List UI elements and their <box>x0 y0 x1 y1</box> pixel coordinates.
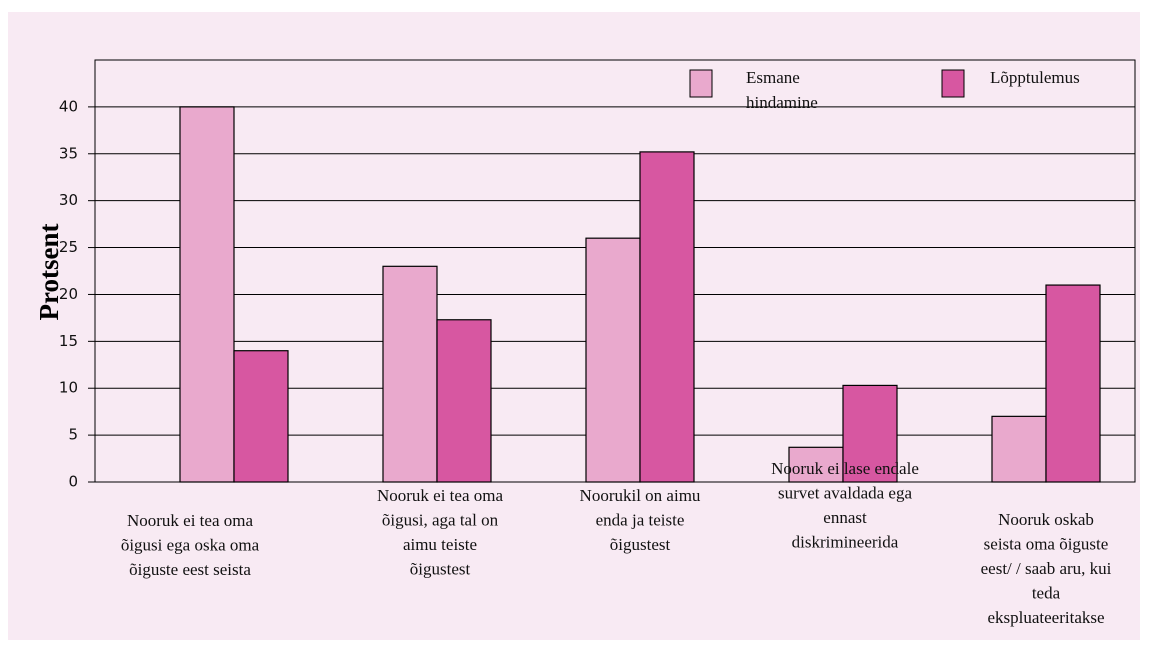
bar <box>179 106 235 483</box>
bar <box>233 350 289 483</box>
y-axis-label: Protsent <box>34 224 64 321</box>
x-tick-label: Noorukil on aimu enda ja teiste õigustest <box>580 486 701 554</box>
x-tick-label: Nooruk ei lase endale survet avaldada ega… <box>771 459 919 552</box>
y-tick-label: 5 <box>68 426 78 444</box>
bar <box>585 237 641 483</box>
bar <box>991 415 1047 483</box>
y-tick-label: 0 <box>68 473 78 491</box>
x-tick-label: Nooruk ei tea oma õigusi ega oska oma õigu… <box>121 511 260 579</box>
bar <box>639 151 695 483</box>
y-tick-label: 15 <box>59 332 78 350</box>
y-tick-label: 10 <box>59 379 78 397</box>
y-tick-label: 25 <box>59 238 78 256</box>
legend-label: Esmane hindamine <box>746 68 818 112</box>
y-tick-label: 30 <box>59 191 78 209</box>
bar <box>1045 284 1101 483</box>
y-tick-label: 40 <box>59 97 78 115</box>
y-tick-label: 35 <box>59 144 78 162</box>
legend-swatch <box>689 69 713 98</box>
legend-label: Lõpptulemus <box>990 68 1080 87</box>
x-tick-label: Nooruk oskab seista oma õiguste eest/ / sa… <box>981 510 1112 627</box>
legend-swatch <box>941 69 965 98</box>
bar <box>436 319 492 483</box>
bar <box>382 265 438 483</box>
y-tick-label: 20 <box>59 285 78 303</box>
x-tick-label: Nooruk ei tea oma õigusi, aga tal on aimu … <box>377 486 503 579</box>
bar <box>842 384 898 483</box>
